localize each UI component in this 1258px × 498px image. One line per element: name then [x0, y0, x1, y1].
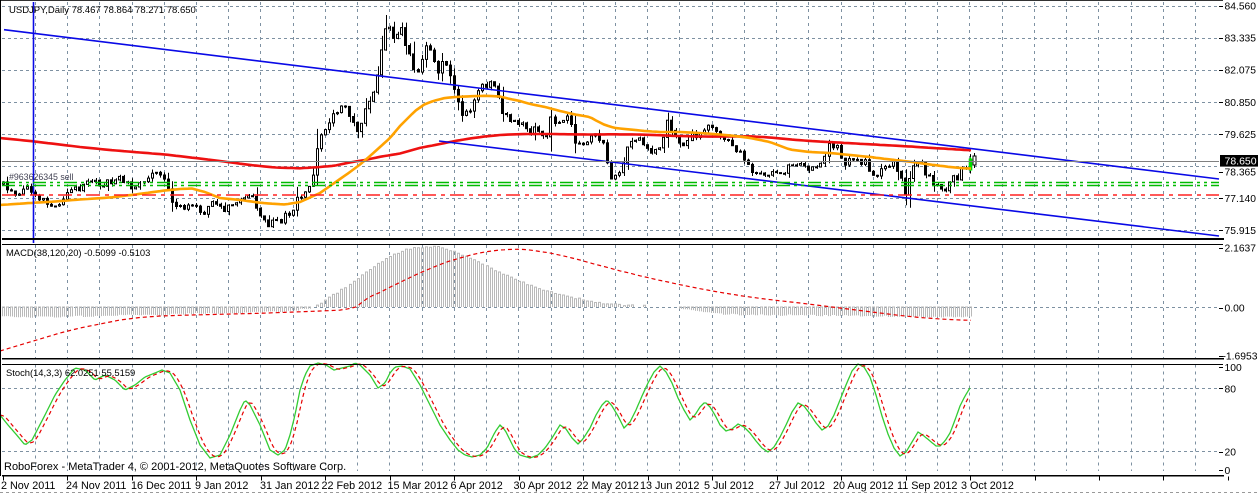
svg-text:6 Apr 2012: 6 Apr 2012	[451, 480, 503, 492]
svg-text:22 Feb 2012: 22 Feb 2012	[322, 480, 383, 492]
svg-text:15 Mar 2012: 15 Mar 2012	[388, 480, 449, 492]
svg-text:9 Jan 2012: 9 Jan 2012	[195, 480, 248, 492]
svg-text:22 May 2012: 22 May 2012	[577, 480, 639, 492]
svg-text:-1.6953: -1.6953	[1223, 352, 1258, 363]
svg-text:0: 0	[1225, 466, 1231, 477]
svg-text:83.335: 83.335	[1225, 34, 1257, 45]
svg-text:Stoch(14,3,3) 62.0251 55.5159: Stoch(14,3,3) 62.0251 55.5159	[6, 367, 135, 378]
svg-text:24 Nov 2011: 24 Nov 2011	[66, 480, 126, 492]
svg-text:84.560: 84.560	[1225, 2, 1257, 13]
svg-text:31 Jan 2012: 31 Jan 2012	[260, 480, 319, 492]
svg-text:20 Aug 2012: 20 Aug 2012	[833, 480, 894, 492]
svg-text:27 Jul 2012: 27 Jul 2012	[769, 480, 825, 492]
svg-text:MACD(38,120,20) -0.5099 -0.510: MACD(38,120,20) -0.5099 -0.5103	[6, 247, 150, 258]
svg-text:RoboForex - MetaTrader 4, © 20: RoboForex - MetaTrader 4, © 2001-2012, M…	[4, 461, 346, 473]
svg-text:11 Sep 2012: 11 Sep 2012	[897, 480, 957, 492]
svg-text:16 Dec 2011: 16 Dec 2011	[131, 480, 191, 492]
svg-text:13 Jun 2012: 13 Jun 2012	[640, 480, 699, 492]
svg-text:80: 80	[1225, 385, 1237, 396]
svg-text:80.850: 80.850	[1225, 98, 1257, 109]
svg-text:0.00: 0.00	[1225, 304, 1245, 315]
svg-text:30 Apr 2012: 30 Apr 2012	[514, 480, 572, 492]
svg-text:5 Jul 2012: 5 Jul 2012	[704, 480, 754, 492]
svg-text:2.1637: 2.1637	[1225, 244, 1257, 255]
svg-text:79.625: 79.625	[1225, 130, 1257, 141]
svg-text:77.140: 77.140	[1225, 194, 1257, 205]
svg-text:USDJPY,Daily 78.467 78.864 78: USDJPY,Daily 78.467 78.864 78.271 78.650	[9, 5, 196, 16]
svg-text:78.365: 78.365	[1225, 168, 1257, 179]
svg-text:100: 100	[1225, 363, 1242, 374]
svg-text:#963626345 sell: #963626345 sell	[9, 172, 74, 182]
svg-text:75.915: 75.915	[1225, 226, 1257, 237]
svg-text:3 Oct 2012: 3 Oct 2012	[961, 480, 1014, 492]
svg-text:2 Nov 2011: 2 Nov 2011	[1, 480, 55, 492]
svg-text:20: 20	[1225, 448, 1237, 459]
svg-text:78.650: 78.650	[1225, 156, 1257, 168]
svg-text:82.075: 82.075	[1225, 66, 1257, 77]
